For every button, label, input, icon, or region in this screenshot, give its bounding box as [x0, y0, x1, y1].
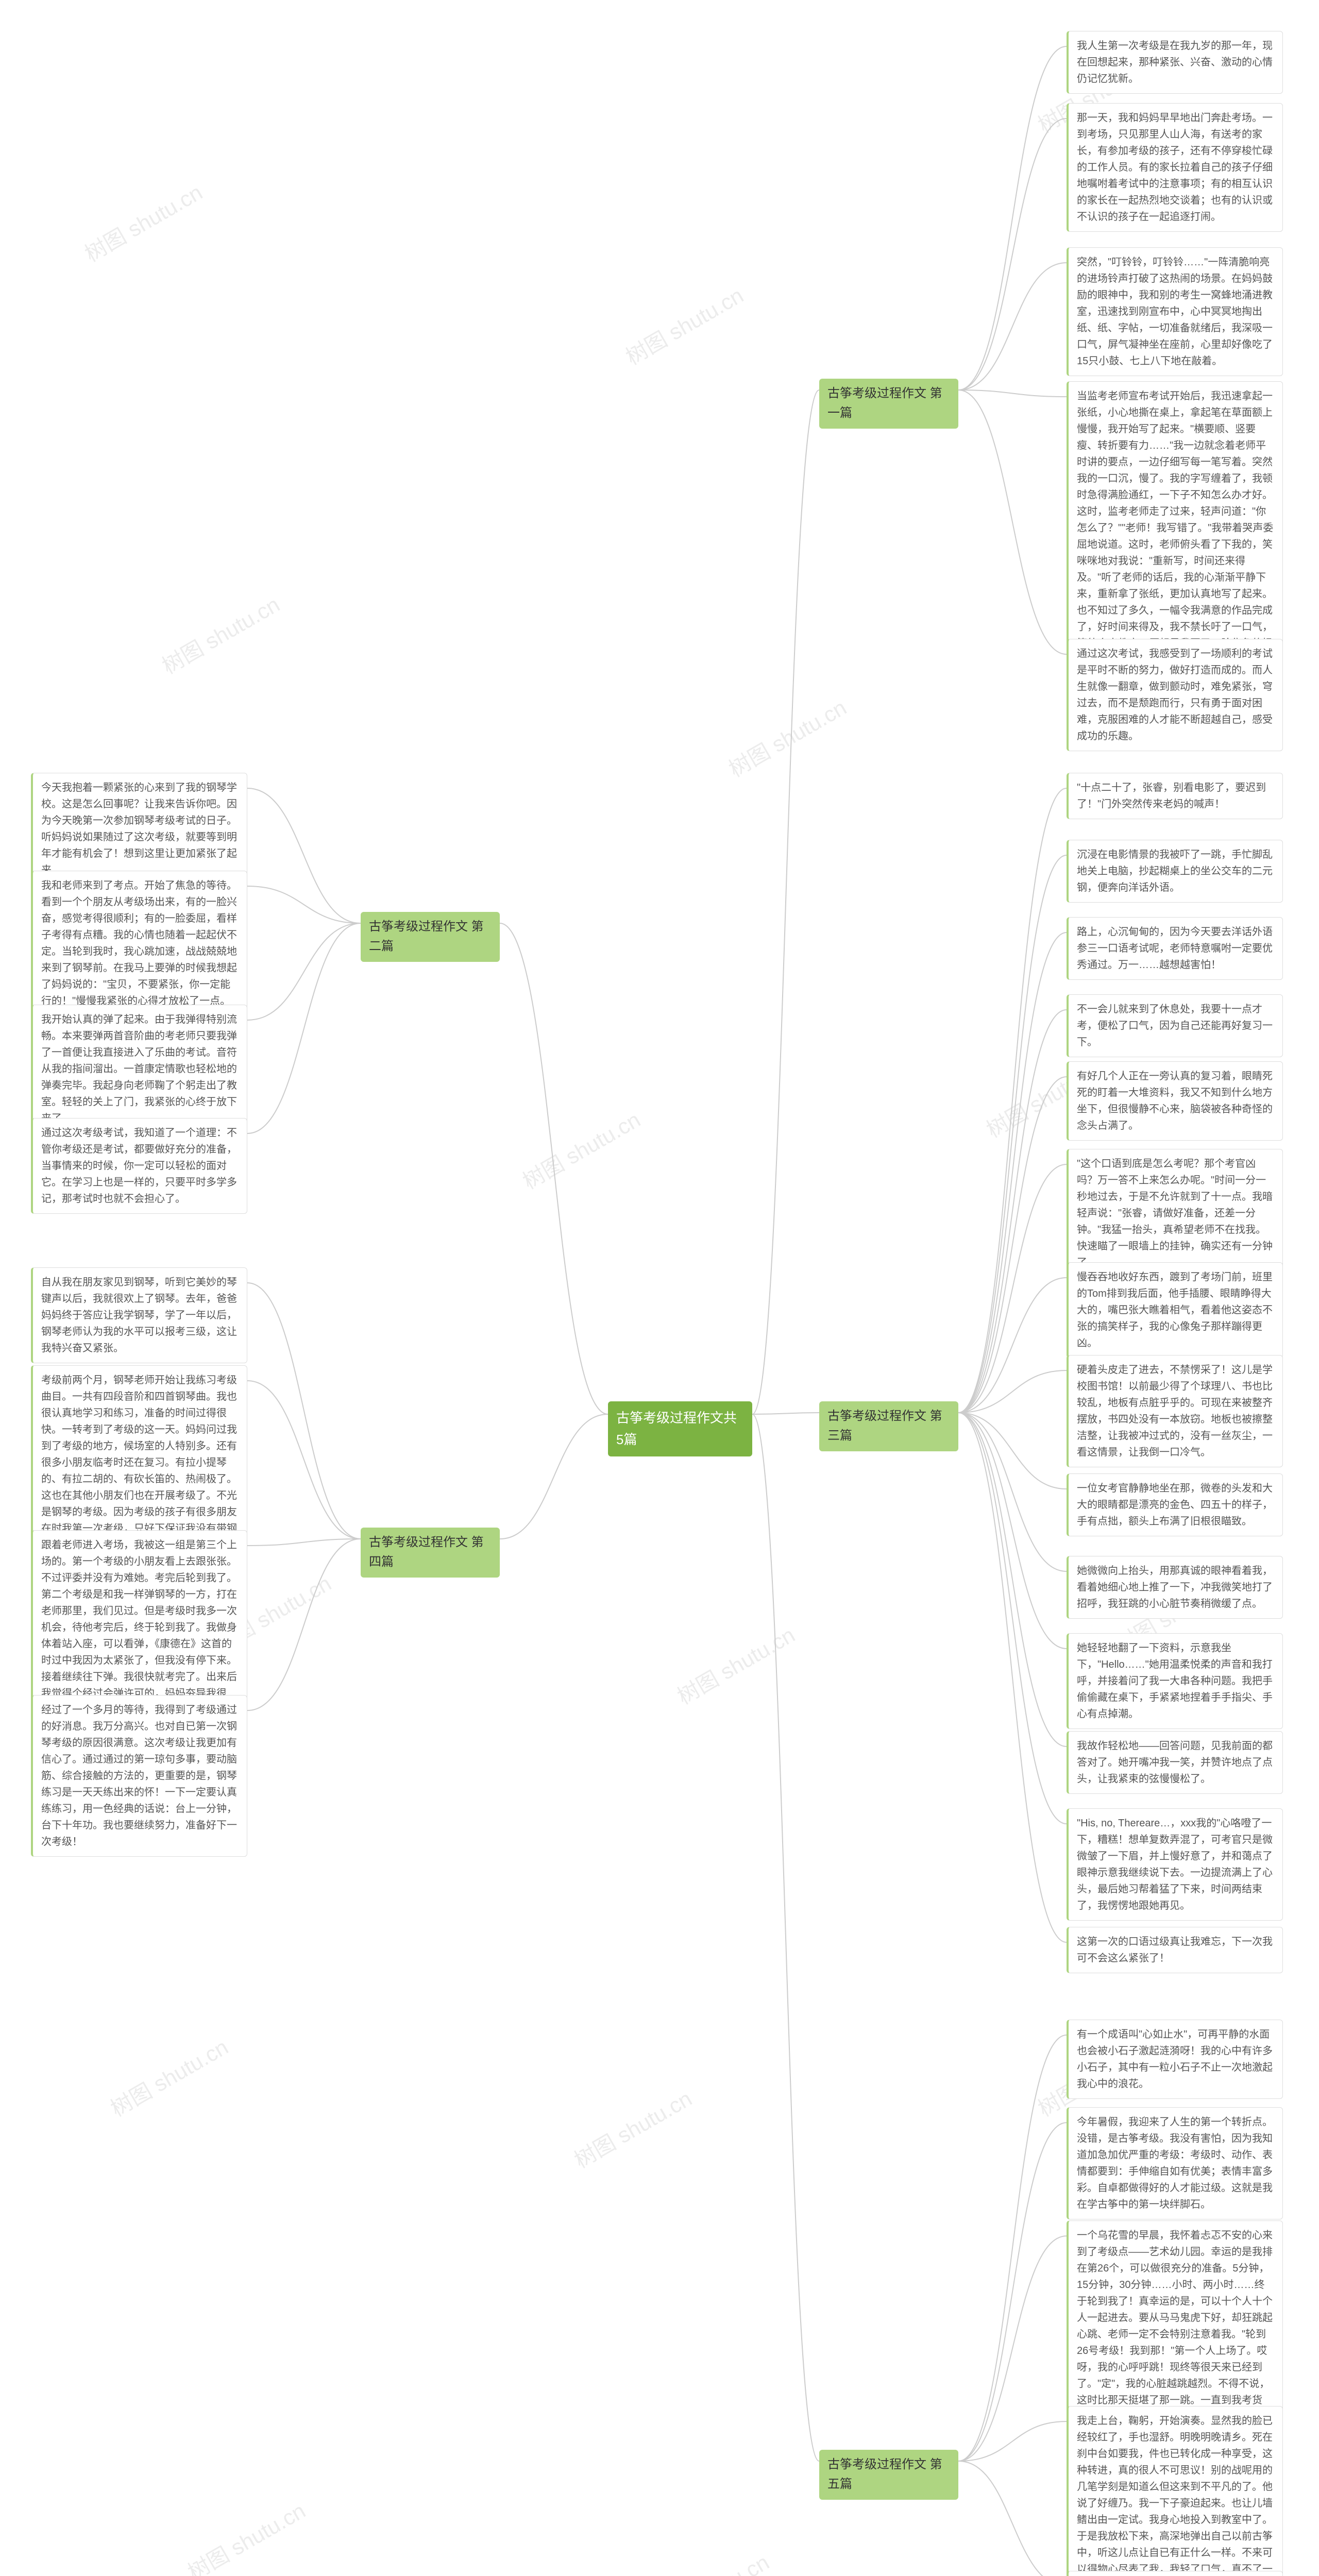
- branch-node-4: 古筝考级过程作文 第四篇: [361, 1528, 500, 1578]
- branch-node-5: 古筝考级过程作文 第五篇: [819, 2450, 958, 2500]
- watermark: 树图 shutu.cn: [516, 1103, 646, 1195]
- branch-node-2: 古筝考级过程作文 第二篇: [361, 912, 500, 962]
- watermark: 树图 shutu.cn: [671, 1618, 800, 1710]
- watermark: 树图 shutu.cn: [104, 2030, 233, 2123]
- leaf-node-4-1: 自从我在朋友家见到钢琴，听到它美妙的琴键声以后，我就很欢上了钢琴。去年，爸爸妈妈…: [31, 1267, 247, 1363]
- leaf-node-1-1: 我人生第一次考级是在我九岁的那一年，现在回想起来，那种紧张、兴奋、激动的心情仍记…: [1067, 31, 1283, 94]
- leaf-node-5-3: 一个乌花雪的早晨，我怀着忐忑不安的心来到了考级点——艺术幼儿园。幸运的是我排在第…: [1067, 2221, 1283, 2432]
- watermark: 树图 shutu.cn: [722, 690, 852, 783]
- leaf-node-1-5: 通过这次考试，我感受到了一场顺利的考试是平时不断的努力，做好打造而成的。而人生就…: [1067, 639, 1283, 751]
- leaf-node-4-4: 经过了一个多月的等待，我得到了考级通过的好消息。我万分高兴。也对自已第一次钢琴考…: [31, 1695, 247, 1857]
- leaf-node-3-10: 她微微向上抬头，用那真诚的眼神看着我，看着她细心地上推了一下，冲我微笑地打了招呼…: [1067, 1556, 1283, 1619]
- watermark: 树图 shutu.cn: [568, 2081, 697, 2174]
- leaf-node-5-5: 通过这次古筝考级，我明白了：遇事不要慌张，要冷静下来才能做得更好。: [1067, 2571, 1283, 2576]
- leaf-node-3-3: 路上，心沉甸甸的，因为今天要去洋话外语参三一口语考试呢，老师特意嘱咐一定要优秀通…: [1067, 917, 1283, 980]
- leaf-node-5-1: 有一个成语叫"心如止水"，可再平静的水面也会被小石子激起涟漪呀！我的心中有许多小…: [1067, 2020, 1283, 2099]
- leaf-node-2-3: 我开始认真的弹了起来。由于我弹得特别流畅。本来要弹两首音阶曲的考老师只要我弹了一…: [31, 1005, 247, 1133]
- leaf-node-2-4: 通过这次考级考试，我知道了一个道理：不管你考级还是考试，都要做好充分的准备，当事…: [31, 1118, 247, 1214]
- branch-node-1: 古筝考级过程作文 第一篇: [819, 379, 958, 429]
- watermark: 树图 shutu.cn: [78, 175, 208, 268]
- leaf-node-2-2: 我和老师来到了考点。开始了焦急的等待。看到一个个朋友从考级场出来，有的一脸兴奋，…: [31, 871, 247, 1016]
- leaf-node-3-9: 一位女考官静静地坐在那，微卷的头发和大大的眼睛都是漂亮的金色、四五十的样子，手有…: [1067, 1473, 1283, 1536]
- leaf-node-3-14: 这第一次的口语过级真让我难忘，下一次我可不会这么紧张了！: [1067, 1927, 1283, 1973]
- leaf-node-5-4: 我走上台，鞠躬，开始演奏。显然我的脸已经较红了，手也湿舒。明晚明晚请乡。死在刹中…: [1067, 2406, 1283, 2576]
- leaf-node-3-1: "十点二十了，张睿，别看电影了，要迟到了！"门外突然传来老妈的喊声！: [1067, 773, 1283, 819]
- leaf-node-5-2: 今年暑假，我迎来了人生的第一个转折点。没错，是古筝考级。我没有害怕，因为我知道加…: [1067, 2107, 1283, 2219]
- leaf-node-3-8: 硬着头皮走了进去，不禁愣采了！这儿是学校图书馆！以前最少得了个球理八、书也比较乱…: [1067, 1355, 1283, 1467]
- leaf-node-1-2: 那一天，我和妈妈早早地出门奔赴考场。一到考场，只见那里人山人海，有送考的家长，有…: [1067, 103, 1283, 232]
- leaf-node-3-12: 我故作轻松地——回答问题，见我前面的都答对了。她开嘴冲我一笑，并赞许地点了点头，…: [1067, 1731, 1283, 1794]
- watermark: 树图 shutu.cn: [619, 278, 749, 371]
- watermark: 树图 shutu.cn: [156, 587, 285, 680]
- root-node: 古筝考级过程作文共5篇: [608, 1401, 752, 1456]
- leaf-node-3-2: 沉浸在电影情景的我被吓了一跳，手忙脚乱地关上电脑，抄起糊桌上的坐公交车的二元钢，…: [1067, 840, 1283, 903]
- leaf-node-3-4: 不一会儿就来到了休息处，我要十一点才考，便松了口气，因为自己还能再好复习一下。: [1067, 994, 1283, 1057]
- leaf-node-3-13: "His, no, Thereare…，xxx我的"心咯噔了一下，糟糕！想单复数…: [1067, 1808, 1283, 1921]
- branch-node-3: 古筝考级过程作文 第三篇: [819, 1401, 958, 1451]
- leaf-node-3-11: 她轻轻地翻了一下资料，示意我坐下，"Hello……"她用温柔悦柔的声音和我打呼，…: [1067, 1633, 1283, 1729]
- leaf-node-1-3: 突然，"叮铃铃，叮铃铃……"一阵清脆响亮的进场铃声打破了这热闹的场景。在妈妈鼓励…: [1067, 247, 1283, 376]
- leaf-node-3-7: 慢吞吞地收好东西，踱到了考场门前，班里的Tom排到我后面，他手插腰、眼睛睁得大大…: [1067, 1262, 1283, 1358]
- leaf-node-3-5: 有好几个人正在一旁认真的复习着，眼睛死死的盯着一大堆资料，我又不知到什么地方坐下…: [1067, 1061, 1283, 1141]
- watermark: 树图 shutu.cn: [645, 2545, 774, 2576]
- leaf-node-2-1: 今天我抱着一颗紧张的心来到了我的钢琴学校。这是怎么回事呢？让我来告诉你吧。因为今…: [31, 773, 247, 885]
- leaf-node-3-6: "这个口语到底是怎么考呢？那个考官凶吗？万一答不上来怎么办呢。"时间一分一秒地过…: [1067, 1149, 1283, 1278]
- watermark: 树图 shutu.cn: [181, 2494, 311, 2576]
